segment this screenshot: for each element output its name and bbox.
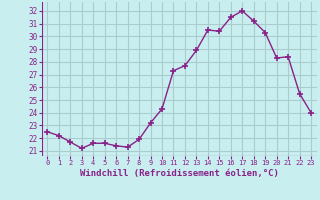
X-axis label: Windchill (Refroidissement éolien,°C): Windchill (Refroidissement éolien,°C) xyxy=(80,169,279,178)
